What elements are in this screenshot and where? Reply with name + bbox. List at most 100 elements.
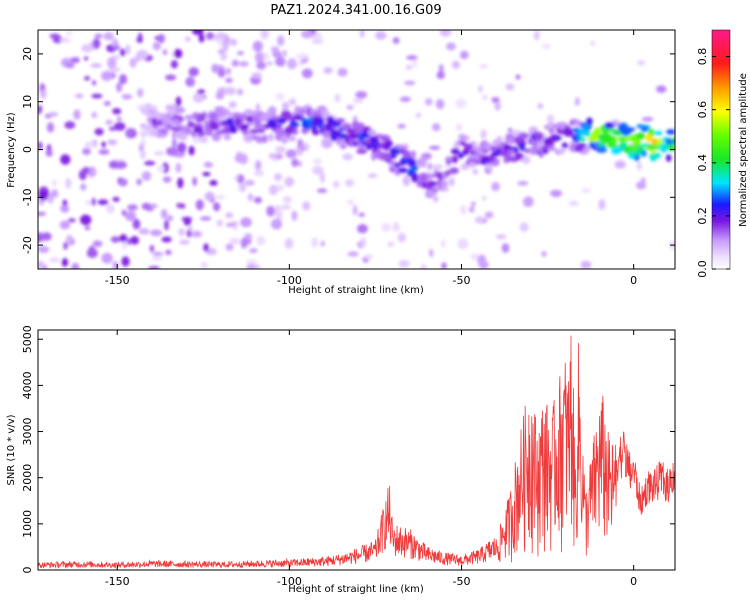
noise-blob [103, 32, 114, 41]
noise-blob [541, 43, 551, 50]
noise-blob [125, 44, 131, 55]
noise-blob [103, 101, 111, 106]
noise-blob [301, 30, 313, 39]
noise-blob [320, 240, 325, 247]
noise-blob [70, 57, 80, 64]
noise-blob [98, 148, 110, 155]
ridge-blob [410, 150, 417, 159]
ridge-blob [450, 148, 460, 155]
ridge-blob [321, 110, 330, 118]
ridge-blob [426, 173, 434, 180]
ridge-blob [460, 163, 470, 171]
ridge-blob [161, 115, 173, 123]
noise-blob [216, 219, 223, 227]
noise-blob [550, 189, 563, 198]
noise-blob [185, 36, 191, 42]
noise-blob [215, 91, 225, 100]
noise-blob [284, 238, 294, 249]
noise-blob [541, 251, 547, 257]
noise-blob [92, 38, 101, 49]
noise-blob [82, 147, 91, 155]
noise-blob [170, 60, 179, 69]
x-tick-label: -100 [277, 575, 302, 588]
x-tick-label: -50 [453, 274, 471, 287]
ridge-blob [557, 148, 567, 154]
noise-blob [286, 58, 297, 70]
ridge-blob [381, 152, 392, 161]
colorbar-tick-label: 0.2 [696, 207, 709, 225]
ridge-blob [411, 174, 419, 183]
noise-blob [101, 252, 113, 264]
noise-blob [157, 33, 165, 44]
noise-blob [399, 96, 411, 102]
noise-blob [432, 123, 441, 132]
noise-blob [38, 260, 44, 269]
ridge-blob [554, 135, 562, 141]
noise-blob [228, 101, 237, 109]
noise-blob [274, 173, 282, 182]
ridge-blob [268, 133, 274, 142]
ridge-blob [436, 185, 443, 191]
colorbar-ticks: 0.0 0.2 0.4 0.6 0.8 [696, 48, 730, 278]
ridge-blob [564, 131, 574, 137]
noise-blob [404, 80, 416, 86]
noise-blob [346, 104, 354, 111]
noise-blob [392, 37, 400, 44]
y-tick-label: 4000 [21, 371, 34, 399]
noise-blob [112, 107, 122, 115]
noise-blob [225, 222, 235, 227]
noise-blob [81, 44, 93, 53]
noise-blob [381, 222, 392, 233]
ridge-blob [240, 123, 249, 131]
ridge-blob [208, 121, 220, 131]
noise-blob [116, 82, 122, 93]
noise-blob [245, 259, 258, 265]
noise-blob [429, 248, 434, 258]
colorbar-tick-label: 0.0 [696, 260, 709, 278]
noise-blob [47, 112, 59, 117]
noise-blob [108, 160, 119, 169]
noise-blob [65, 234, 74, 245]
ridge-blob [635, 132, 646, 140]
noise-blob [91, 93, 103, 99]
ridge-blob [276, 118, 287, 124]
noise-blob [140, 148, 146, 160]
noise-blob [64, 121, 76, 130]
noise-blob [237, 88, 244, 96]
noise-blob [268, 184, 278, 196]
spectrogram-xlabel: Height of straight line (km) [288, 285, 424, 296]
noise-blob [266, 61, 273, 66]
y-tick-label: 20 [21, 47, 34, 61]
noise-blob [346, 199, 355, 206]
noise-blob [402, 175, 410, 187]
noise-blob [444, 163, 452, 169]
ridge-blob [649, 153, 657, 162]
noise-blob [297, 138, 304, 149]
noise-blob [82, 166, 90, 174]
noise-blob [397, 123, 406, 129]
noise-blob [65, 31, 73, 36]
ridge-blob [397, 167, 408, 174]
noise-blob [209, 180, 218, 186]
noise-blob [295, 53, 307, 59]
ridge-blob [627, 144, 635, 153]
noise-blob [255, 264, 261, 269]
noise-blob [101, 141, 107, 148]
noise-blob [226, 67, 231, 75]
noise-blob [126, 127, 132, 139]
ridge-blob [235, 117, 241, 127]
ridge-blob [508, 149, 515, 155]
spectrogram-heatmap [38, 30, 675, 269]
noise-blob [91, 80, 97, 86]
noise-blob [515, 74, 521, 80]
ridge-blob [425, 190, 436, 197]
noise-blob [312, 165, 324, 175]
noise-blob [161, 236, 172, 243]
ridge-blob [306, 121, 312, 130]
noise-blob [471, 201, 476, 207]
ridge-blob [518, 132, 529, 140]
noise-blob [319, 172, 325, 183]
ridge-blob [645, 133, 652, 143]
noise-blob [301, 68, 313, 79]
noise-blob [85, 200, 92, 206]
